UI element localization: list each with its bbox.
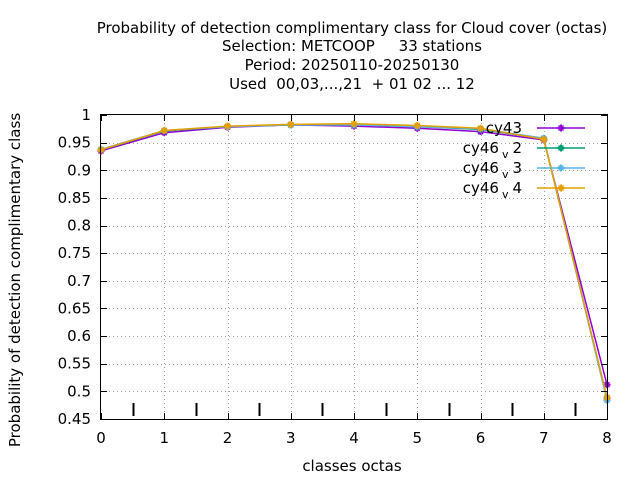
y-tick-label: 0.6: [67, 327, 91, 345]
x-tick-label: 5: [412, 429, 422, 447]
legend-entry-cy46_v2: cy46 v 2: [463, 139, 585, 161]
x-axis-label: classes octas: [302, 457, 402, 475]
series-cy46_v4: [97, 120, 611, 401]
y-tick-label: 0.7: [67, 272, 91, 290]
chart-title: Probability of detection complimentary c…: [97, 19, 608, 93]
x-tick-label: 4: [349, 429, 359, 447]
data-point-cy46_v4: [287, 120, 295, 128]
y-tick-label: 0.75: [58, 244, 91, 262]
y-tick-label: 0.8: [67, 217, 91, 235]
series-line-cy46_v4: [100, 123, 608, 398]
y-tick-label: 1: [81, 106, 91, 124]
y-tick-label: 0.9: [67, 161, 91, 179]
axis-ticks: [101, 115, 608, 420]
x-tick-label: 0: [96, 429, 106, 447]
legend-marker: [557, 164, 565, 172]
data-point-cy46_v4: [540, 135, 548, 143]
legend-marker: [557, 144, 565, 152]
y-axis-label: Probability of detection complimentary c…: [6, 113, 24, 447]
legend-marker: [557, 184, 565, 192]
legend-label: cy46 v 3: [463, 159, 522, 181]
title-line-3: Period: 20250110-20250130: [245, 56, 460, 74]
y-tick-label: 0.65: [58, 299, 91, 317]
series-line-cy46_v3: [100, 124, 608, 401]
x-tick-labels: 0 1 2 3 4 5 6 7 8: [96, 429, 612, 447]
data-point-cy46_v4: [477, 124, 484, 132]
x-tick-label: 1: [159, 429, 169, 447]
legend-entry-cy46_v4: cy46 v 4: [463, 179, 585, 201]
title-line-1: Probability of detection complimentary c…: [97, 19, 608, 37]
legend-marker: [557, 124, 565, 132]
legend-label: cy46 v 2: [463, 139, 522, 161]
grid: [101, 115, 607, 419]
legend-entry-cy43: cy43: [486, 119, 585, 137]
data-point-cy46_v4: [224, 122, 231, 130]
bin-marks: [132, 403, 577, 416]
series-cy43: [97, 121, 611, 389]
y-tick-label: 0.85: [58, 189, 91, 207]
x-tick-label: 2: [223, 429, 233, 447]
x-tick-label: 3: [286, 429, 296, 447]
title-line-2: Selection: METCOOP 33 stations: [222, 37, 482, 55]
data-point-cy46_v4: [350, 120, 358, 128]
y-tick-label: 0.5: [67, 382, 91, 400]
y-tick-label: 0.45: [58, 410, 91, 428]
x-tick-label: 8: [602, 429, 612, 447]
series-plot: [97, 120, 611, 404]
data-point-cy46_v4: [160, 126, 168, 134]
plot-frame: [100, 114, 608, 420]
x-tick-label: 6: [476, 429, 486, 447]
data-point-cy46_v4: [413, 122, 421, 130]
y-tick-label: 0.55: [58, 355, 91, 373]
title-line-4: Used 00,03,...,21 + 01 02 ... 12: [229, 75, 475, 93]
y-tick-label: 0.95: [58, 134, 91, 152]
legend-label: cy46 v 4: [463, 179, 522, 201]
legend-entry-cy46_v3: cy46 v 3: [463, 159, 585, 181]
x-tick-label: 7: [539, 429, 549, 447]
legend-label: cy43: [486, 119, 522, 137]
series-line-cy46_v2: [100, 124, 608, 399]
y-tick-labels: 0.45 0.5 0.55 0.6 0.65 0.7 0.75 0.8 0.85 0.9 0.95 1: [58, 106, 91, 428]
